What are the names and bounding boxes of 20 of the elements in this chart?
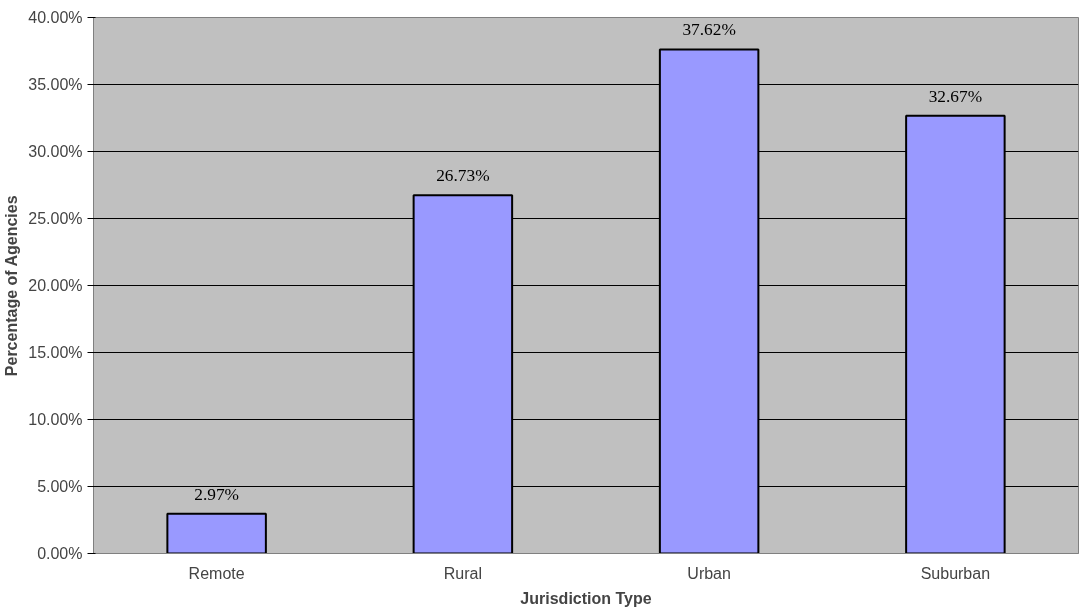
x-tick-label: Rural xyxy=(443,564,482,582)
bar xyxy=(166,512,267,554)
x-tick-label: Remote xyxy=(188,564,245,582)
y-axis-title: Percentage of Agencies xyxy=(3,195,21,377)
data-label: 26.73% xyxy=(436,166,490,186)
y-tick-label: 20.00% xyxy=(28,277,83,294)
y-tick-label: 40.00% xyxy=(28,9,83,26)
y-tick-label: 30.00% xyxy=(28,143,83,160)
data-label: 37.62% xyxy=(682,20,736,40)
data-label: 32.67% xyxy=(928,86,983,106)
y-tick-label: 35.00% xyxy=(28,76,83,93)
x-tick-label: Suburban xyxy=(920,564,991,582)
y-tick-label: 25.00% xyxy=(28,210,83,227)
y-tick-label: 15.00% xyxy=(28,344,83,361)
x-axis-title: Jurisdiction Type xyxy=(520,589,652,607)
data-label: 2.97% xyxy=(194,484,240,504)
y-tick-label: 0.00% xyxy=(37,545,83,562)
y-tick-label: 10.00% xyxy=(28,411,83,428)
y-tick-label: 5.00% xyxy=(37,478,83,495)
x-tick-label: Urban xyxy=(687,564,731,582)
